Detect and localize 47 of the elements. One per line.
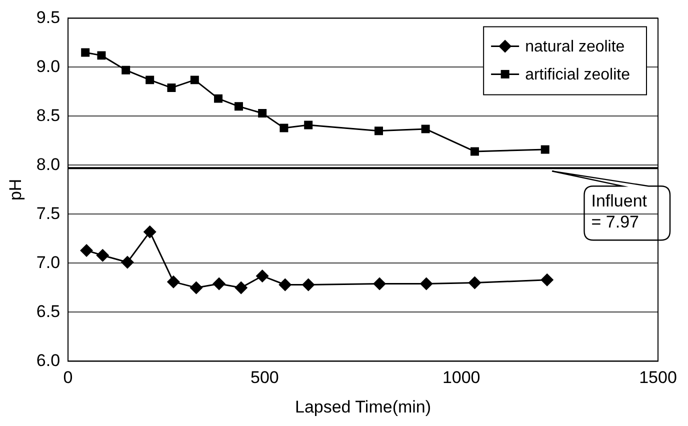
point (81, 48, 90, 57)
point (470, 147, 479, 156)
y-tick-label: 9.5 (36, 8, 60, 27)
point (540, 273, 554, 286)
legend-label: natural zeolite (525, 38, 625, 56)
point (190, 281, 203, 294)
point (234, 102, 243, 111)
x-tick-label: 500 (250, 368, 279, 388)
point (421, 124, 430, 134)
point (234, 281, 248, 294)
ref-line-label: Influent = 7.97 (591, 191, 648, 232)
x-tick-label: 1500 (639, 368, 677, 388)
legend-label: artificial zeolite (525, 66, 630, 84)
y-tick-label: 6.5 (36, 302, 60, 321)
x-tick-label: 0 (63, 368, 73, 388)
x-axis-title: Lapsed Time(min) (294, 397, 432, 416)
point (258, 109, 267, 118)
point (97, 51, 106, 60)
y-axis-title: pH (6, 178, 25, 201)
point (214, 94, 223, 103)
point (122, 66, 130, 74)
point (96, 248, 110, 262)
y-tick-label: 9.0 (36, 56, 60, 76)
y-tick-label: 7.5 (36, 204, 60, 223)
point (80, 244, 94, 257)
point (256, 269, 269, 282)
y-tick-label: 8.0 (36, 154, 60, 174)
point (167, 84, 176, 92)
point (143, 225, 156, 238)
point (540, 145, 550, 154)
point (190, 76, 199, 84)
point (373, 277, 386, 290)
y-tick-label: 8.5 (36, 106, 60, 125)
point (278, 278, 292, 292)
y-tick-label: 7.0 (36, 252, 60, 272)
point (120, 256, 134, 269)
point (374, 126, 383, 136)
point (280, 124, 288, 132)
point (212, 277, 226, 290)
y-tick-label: 6.0 (36, 350, 60, 370)
point (468, 276, 482, 290)
point (304, 120, 313, 130)
point (302, 278, 315, 292)
x-tick-label: 1000 (442, 368, 480, 388)
point (420, 277, 433, 290)
point (166, 275, 180, 288)
point (146, 76, 154, 84)
